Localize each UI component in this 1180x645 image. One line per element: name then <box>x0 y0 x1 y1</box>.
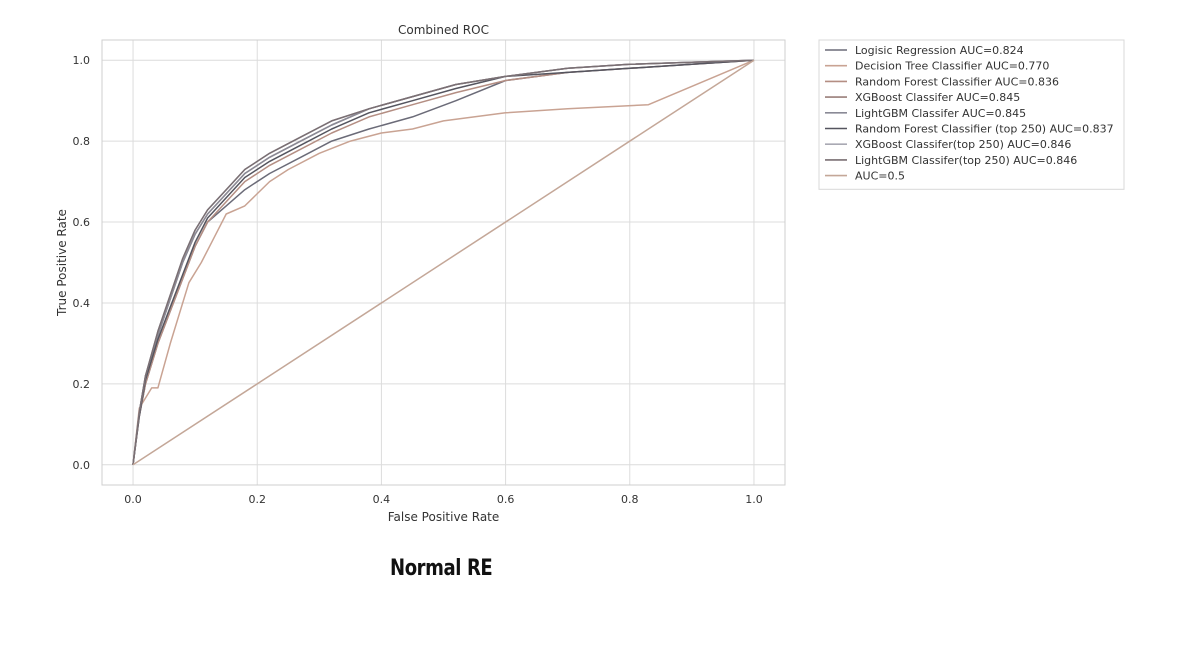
legend-entry: XGBoost Classifer AUC=0.845 <box>855 91 1020 104</box>
legend-entry: Logisic Regression AUC=0.824 <box>855 44 1024 57</box>
roc-series-line-2 <box>132 59 755 465</box>
plot-frame <box>101 39 786 486</box>
y-tick-label: 0.8 <box>73 135 91 148</box>
legend-entry: Random Forest Classifier AUC=0.836 <box>855 75 1059 88</box>
x-tick-label: 0.2 <box>248 493 266 506</box>
x-tick-label: 0.8 <box>621 493 639 506</box>
legend-entry: LightGBM Classifer(top 250) AUC=0.846 <box>855 154 1077 167</box>
figure-caption: Normal RE <box>390 556 493 581</box>
x-tick-label: 0.0 <box>124 493 142 506</box>
roc-series-line-1 <box>132 59 755 465</box>
legend-entry: Decision Tree Classifier AUC=0.770 <box>855 60 1049 73</box>
legend-entry: XGBoost Classifer(top 250) AUC=0.846 <box>855 138 1071 151</box>
roc-series-line-7 <box>132 59 755 465</box>
tick-labels: 0.0 0.2 0.4 0.6 0.8 1.0 0.0 0.2 0.4 0.6 0.8 1.0 <box>73 54 763 506</box>
y-tick-label: 0.2 <box>73 378 91 391</box>
y-tick-label: 0.6 <box>73 216 91 229</box>
chart-title: Combined ROC <box>398 23 489 37</box>
roc-series-line-8 <box>132 59 755 466</box>
legend-entry: AUC=0.5 <box>855 170 905 183</box>
series-lines <box>132 59 755 466</box>
legend-box <box>818 39 1125 190</box>
legend-entry: LightGBM Classifer AUC=0.845 <box>855 107 1026 120</box>
x-tick-label: 1.0 <box>745 493 763 506</box>
x-tick-label: 0.4 <box>373 493 391 506</box>
y-tick-label: 0.0 <box>73 459 91 472</box>
y-tick-label: 0.4 <box>73 297 91 310</box>
legend: Logisic Regression AUC=0.824 Decision Tre… <box>818 39 1125 190</box>
legend-entry: Random Forest Classifier (top 250) AUC=0… <box>855 123 1114 136</box>
roc-series-line-5 <box>132 59 755 465</box>
y-axis-label: True Positive Rate <box>55 209 69 317</box>
x-axis-label: False Positive Rate <box>388 510 500 524</box>
x-tick-label: 0.6 <box>497 493 515 506</box>
y-tick-label: 1.0 <box>73 54 91 67</box>
